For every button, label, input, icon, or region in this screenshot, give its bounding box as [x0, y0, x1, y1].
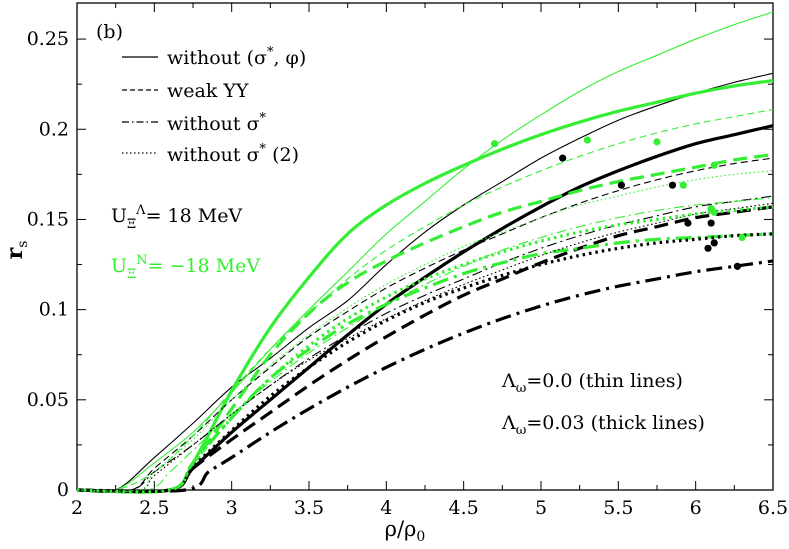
series-line-12: [76, 202, 774, 492]
series-line-15: [76, 205, 774, 494]
y-tick-label-2: 0.1: [39, 299, 69, 321]
series-7-marker-1: [707, 219, 715, 227]
legend-label-dotted-b: (2): [266, 144, 299, 166]
u-n-value: = −18 MeV: [148, 255, 261, 277]
axis-ticks: [76, 3, 774, 491]
tick-labels: 2 2.5 3 3.5 4 4.5 5 5.5 6 6.5 0 0.05 0.1 0.15 0.2 0.25: [27, 28, 788, 519]
series-line-2: [76, 78, 774, 494]
x-tick-label-1: 2.5: [139, 497, 169, 519]
u-lambda-value: = 18 MeV: [146, 205, 243, 227]
lambda-thin-L: Λ: [501, 370, 516, 392]
x-tick-label-7: 5.5: [603, 497, 633, 519]
legend-label-dotted-star: *: [260, 142, 267, 157]
y-tick-label-4: 0.2: [39, 118, 69, 140]
series-line-10: [76, 232, 774, 494]
panel-label: (b): [96, 21, 123, 43]
series-line-9: [76, 197, 774, 492]
lambda-thin-text: =0.0 (thin lines): [526, 370, 683, 392]
series-11-marker-0: [733, 262, 742, 270]
legend-label-dashdot-a: without σ: [167, 113, 260, 135]
lambda-thick-annotation: Λω=0.03 (thick lines): [501, 412, 705, 438]
series-line-6: [76, 152, 774, 494]
u-n-U: U: [111, 255, 127, 277]
x-tick-label-6: 5: [535, 497, 547, 519]
series-line-5: [76, 108, 774, 492]
x-axis-label-main: ρ/ρ: [385, 517, 417, 541]
u-lambda-U: U: [111, 205, 127, 227]
series-10-marker-1: [738, 233, 746, 242]
legend-label-dotted: without σ* (2): [167, 142, 299, 166]
lambda-thick-text: =0.03 (thick lines): [526, 412, 705, 434]
series-6-marker-0: [679, 181, 687, 189]
series-3-marker-0: [617, 181, 626, 189]
series-0-marker-0: [559, 154, 567, 162]
u-n-sup: N: [136, 253, 147, 268]
x-tick-label-3: 3.5: [294, 497, 324, 519]
series-line-14: [76, 232, 774, 494]
y-tick-label-1: 0.05: [27, 389, 69, 411]
series-line-7: [76, 205, 774, 494]
x-axis-label-sub: 0: [416, 529, 425, 545]
series-7-marker-0: [668, 181, 677, 189]
x-tick-label-4: 4: [380, 497, 392, 519]
series-1-marker-0: [491, 140, 499, 148]
u-n-sub: Ξ: [127, 267, 136, 282]
u-lambda-sup: Λ: [135, 203, 146, 218]
series-line-8: [76, 195, 774, 492]
legend-label-dashdot-star: *: [260, 111, 267, 126]
series-14-marker-0: [704, 244, 712, 252]
series-8-marker-0: [684, 219, 692, 227]
x-tick-label-2: 3: [226, 497, 238, 519]
x-tick-label-9: 6.5: [758, 497, 788, 519]
series-2-marker-1: [653, 138, 661, 146]
y-axis-label-sub: s: [15, 241, 31, 248]
legend: without (σ*, φ) weak YY without σ* witho…: [122, 45, 306, 166]
series-2-marker-0: [583, 136, 592, 144]
lambda-thick-sub: ω: [516, 423, 527, 438]
y-tick-label-0: 0: [57, 479, 69, 501]
u-n-annotation: UΞN= −18 MeV: [111, 253, 260, 282]
legend-label-solid-star: *: [267, 45, 274, 60]
series-line-1: [76, 11, 774, 493]
series-line-3: [76, 124, 774, 494]
series-layer: [76, 11, 774, 494]
series-line-13: [76, 170, 774, 492]
lambda-thick-L: Λ: [501, 412, 516, 434]
u-lambda-annotation: UΞΛ= 18 MeV: [111, 203, 242, 232]
x-tick-label-5: 4.5: [449, 497, 479, 519]
x-tick-label-8: 6: [690, 497, 702, 519]
legend-label-solid-a: without (σ: [167, 47, 267, 69]
legend-label-dashed: weak YY: [167, 80, 249, 102]
marker-layer: [491, 136, 746, 270]
series-line-0: [76, 72, 774, 493]
y-tick-label-5: 0.25: [27, 28, 69, 50]
x-tick-label-0: 2: [71, 497, 83, 519]
y-tick-label-3: 0.15: [27, 208, 69, 230]
legend-label-solid: without (σ*, φ): [167, 45, 306, 69]
series-6-marker-1: [710, 161, 718, 169]
lambda-thin-annotation: Λω=0.0 (thin lines): [501, 370, 683, 396]
series-line-11: [76, 259, 774, 493]
series-14-marker-1: [710, 239, 718, 247]
legend-label-solid-b: , φ): [273, 47, 306, 69]
lambda-thin-sub: ω: [516, 381, 527, 396]
y-axis-label: rs: [2, 241, 31, 260]
legend-label-dashdot: without σ*: [167, 111, 267, 135]
x-axis-label: ρ/ρ0: [385, 517, 426, 545]
legend-label-dotted-a: without σ: [167, 144, 260, 166]
series-10-marker-0: [710, 208, 718, 216]
u-lambda-sub: Ξ: [127, 217, 136, 232]
y-axis-label-main: r: [2, 247, 28, 259]
